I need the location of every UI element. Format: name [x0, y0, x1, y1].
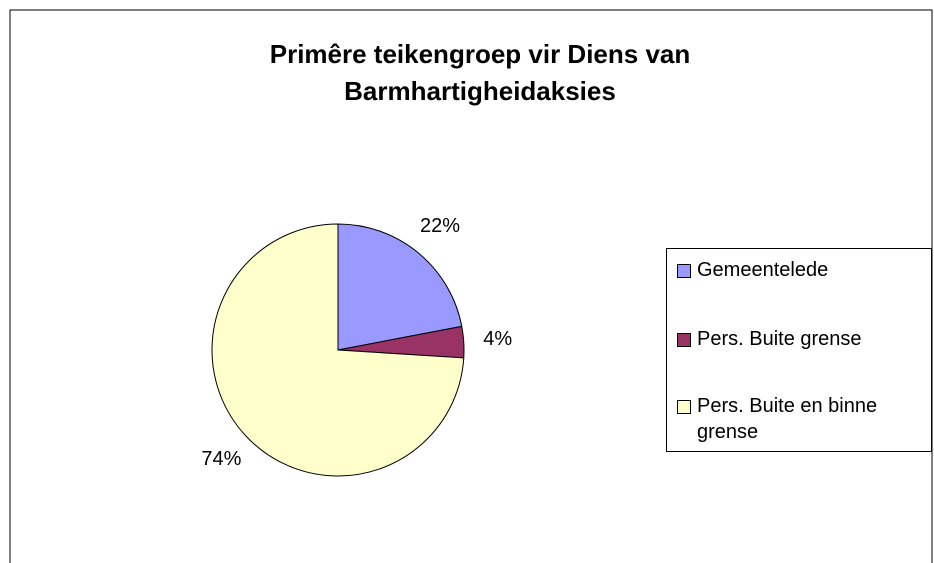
legend-swatch	[677, 400, 691, 414]
legend-item: Gemeentelede	[677, 257, 932, 283]
legend-item: Pers. Buite grense	[677, 326, 932, 352]
legend-swatch	[677, 264, 691, 278]
data-label: 22%	[420, 215, 460, 237]
chart-title: Primêre teikengroep vir Diens van Barmha…	[269, 39, 691, 106]
legend-label: Gemeentelede	[697, 259, 829, 281]
legend-label: Pers. Buite en binne grense	[697, 395, 878, 443]
legend-item: Pers. Buite en binne grense	[677, 393, 932, 445]
legend-swatch	[677, 333, 691, 347]
legend-label: Pers. Buite grense	[697, 328, 862, 350]
pie-slice	[211, 223, 465, 477]
legend: Gemeentelede Pers. Buite grense Pers. Buit…	[666, 248, 932, 452]
pie-slice	[337, 223, 463, 351]
chart-frame	[9, 9, 933, 563]
data-label: 4%	[483, 328, 512, 350]
data-label: 74%	[201, 448, 241, 470]
